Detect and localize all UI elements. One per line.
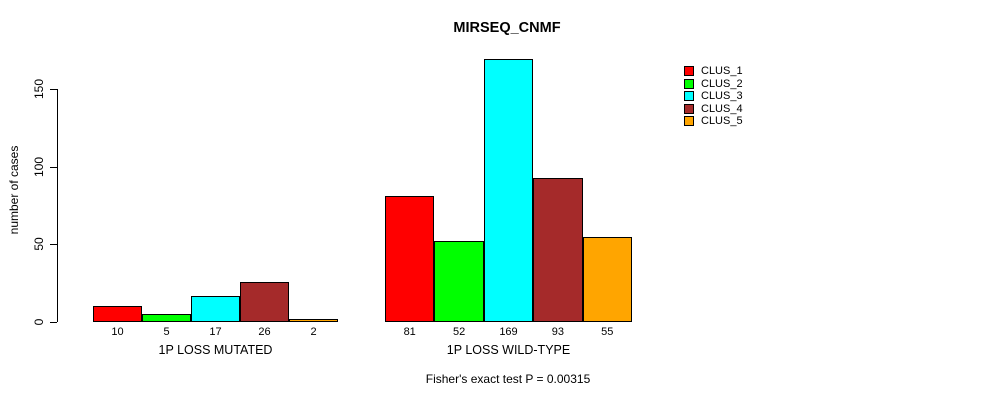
fisher-test-caption: Fisher's exact test P = 0.00315: [425, 372, 591, 386]
legend-item: CLUS_5: [684, 115, 743, 128]
legend-item-label: CLUS_5: [701, 115, 743, 128]
bar-value-label: 55: [601, 326, 614, 338]
legend-color-swatch: [684, 66, 694, 76]
bar-clus_1: [385, 196, 435, 322]
bar-clus_3: [483, 59, 534, 322]
y-axis-tick: [50, 322, 57, 323]
legend-item-label: CLUS_4: [701, 102, 743, 115]
legend-color-swatch: [684, 78, 694, 89]
bar-clus_5: [289, 318, 338, 322]
bar-value-label: 2: [310, 326, 317, 338]
legend: CLUS_1 CLUS_2 CLUS_3 CLUS_4 CLUS_5: [684, 66, 743, 129]
bar-clus_3: [191, 295, 240, 322]
y-axis-line: [57, 89, 58, 322]
legend-item: CLUS_2: [684, 77, 743, 90]
bar-value-label: 81: [403, 326, 416, 338]
bar-value-label: 17: [209, 326, 222, 338]
legend-color-swatch: [684, 103, 694, 114]
x-group-label: 1P LOSS WILD-TYPE: [446, 343, 571, 357]
bar-value-label: 5: [163, 326, 170, 338]
legend-item-label: CLUS_3: [701, 90, 743, 103]
bar-clus_2: [142, 314, 191, 322]
bar-clus_5: [582, 236, 632, 322]
y-axis-tick: [50, 166, 57, 168]
bar-value-label: 52: [452, 326, 466, 338]
chart-title: MIRSEQ_CNMF: [453, 20, 561, 36]
legend-item: CLUS_1: [684, 65, 743, 77]
legend-item: CLUS_4: [684, 102, 743, 115]
bar-value-label: 93: [551, 326, 564, 338]
bar-clus_4: [240, 281, 289, 322]
y-axis-label: number of cases: [7, 145, 21, 235]
x-group-label: 1P LOSS MUTATED: [158, 343, 273, 357]
y-tick-label: 100: [32, 156, 46, 177]
bar-value-label: 169: [499, 326, 518, 338]
bar-value-label: 26: [258, 326, 271, 338]
legend-item-label: CLUS_2: [701, 77, 743, 90]
bar-clus_1: [93, 306, 142, 322]
legend-item-label: CLUS_1: [701, 65, 743, 77]
y-tick-label: 150: [32, 78, 46, 100]
legend-color-swatch: [684, 116, 694, 127]
legend-item: CLUS_3: [684, 90, 743, 103]
legend-color-swatch: [684, 91, 694, 102]
y-tick-label: 50: [32, 237, 46, 252]
y-axis-tick: [50, 244, 57, 246]
bar-value-label: 10: [111, 326, 124, 338]
bar-clus_4: [533, 177, 583, 322]
y-axis-tick: [50, 89, 57, 90]
y-tick-label: 0: [32, 318, 46, 326]
bar-clus_2: [434, 241, 484, 322]
